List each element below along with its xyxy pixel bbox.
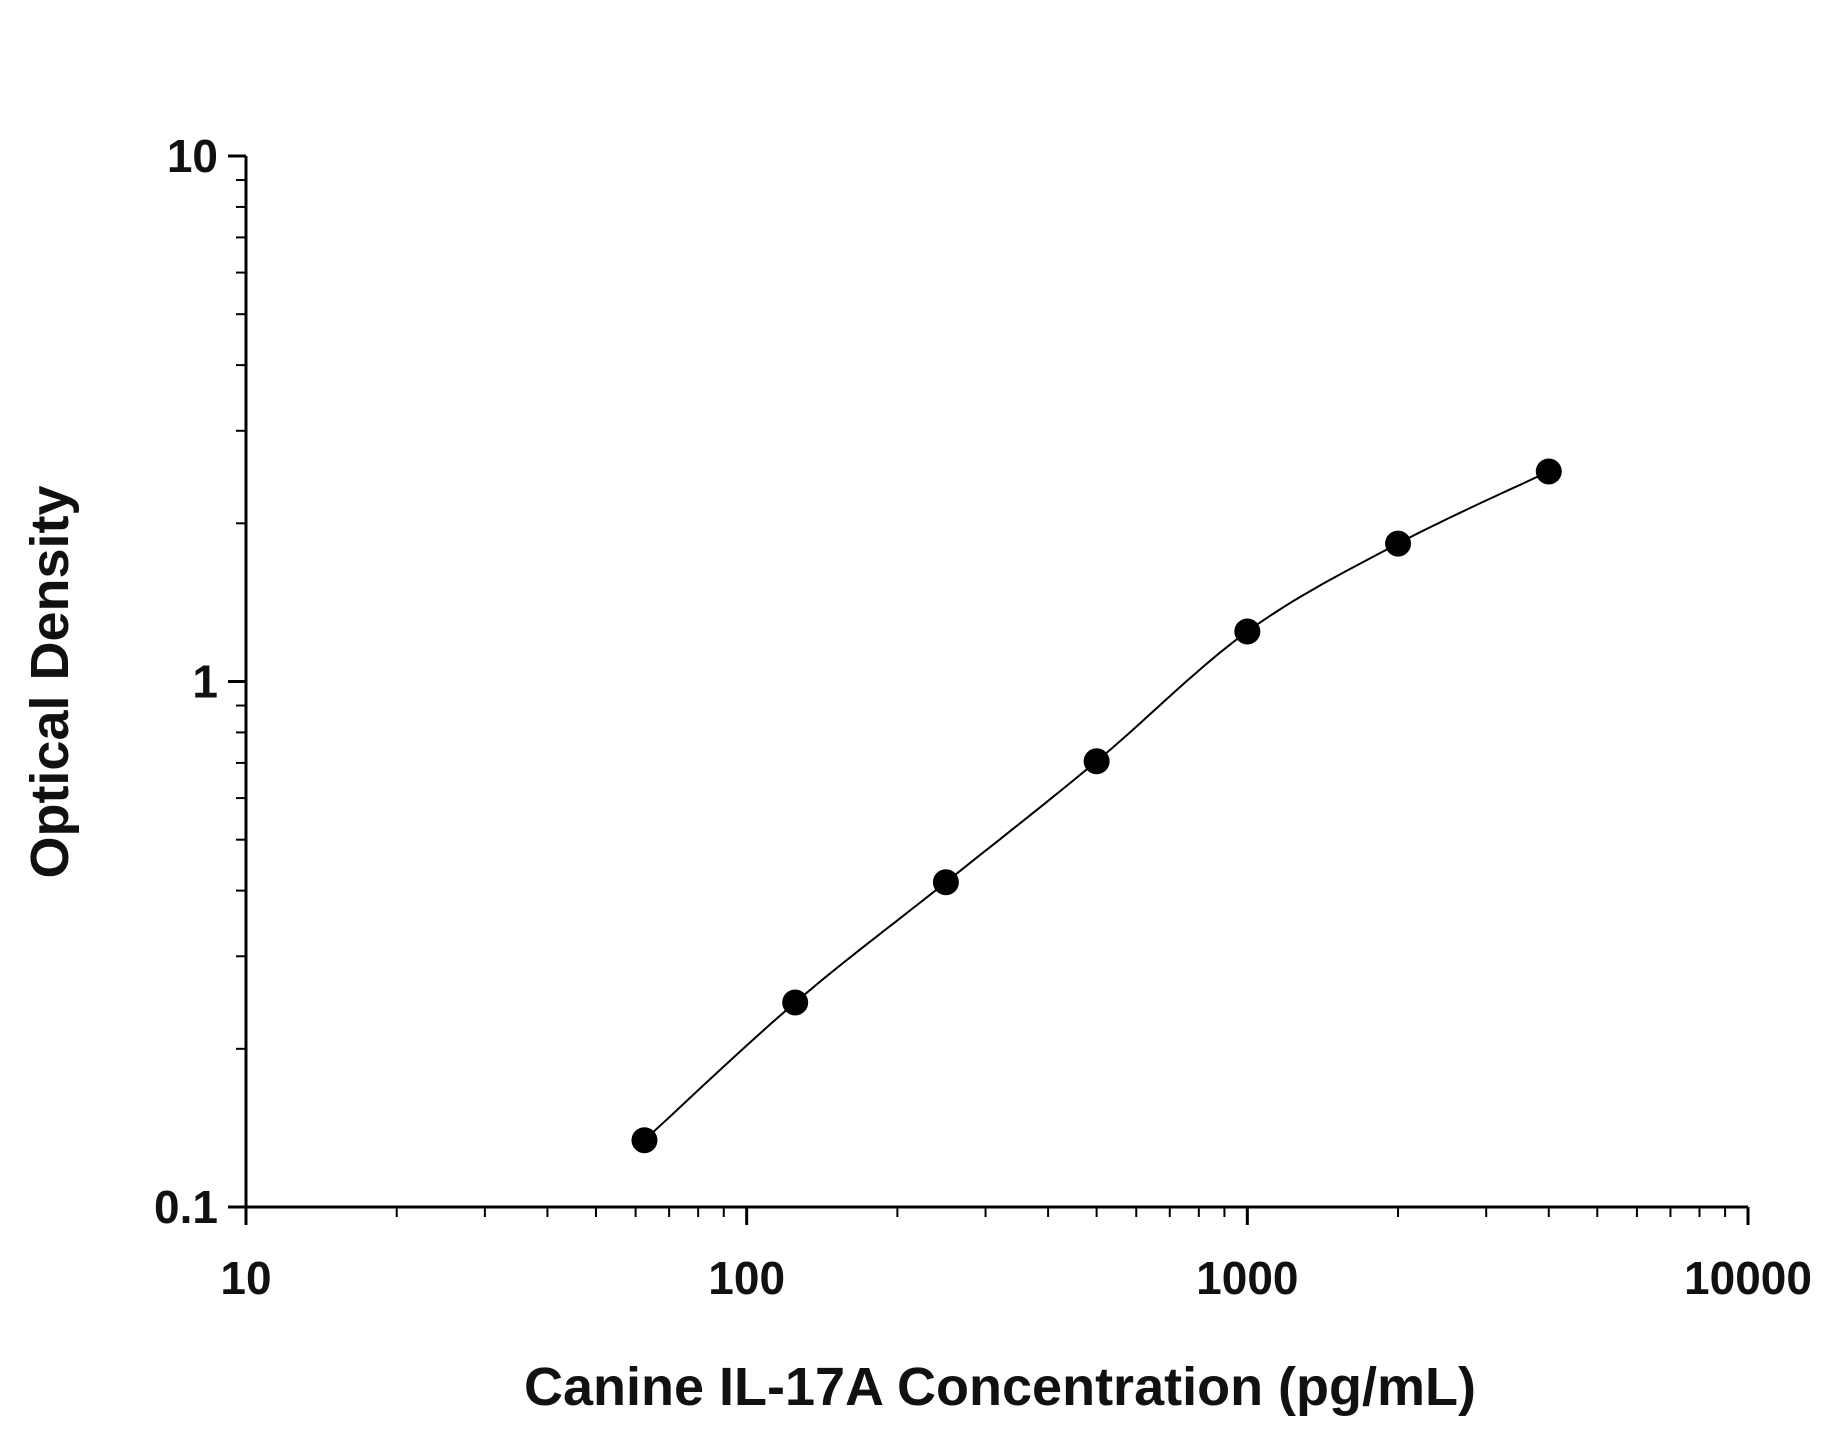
tick-labels: 10 100 1000 10000 0.1 1 10 [154,130,1812,1304]
data-point [1083,748,1110,775]
data-point [1385,530,1412,557]
x-tick-label: 100 [708,1252,785,1304]
x-axis-title: Canine IL-17A Concentration (pg/mL) [524,1357,1476,1417]
y-tick-label: 1 [192,656,218,708]
data-point [932,869,959,896]
data-point [1234,618,1261,645]
major-ticks [228,154,1750,1225]
y-tick-label: 10 [167,130,218,182]
y-tick-label: 0.1 [154,1181,218,1233]
minor-ticks [236,179,1727,1217]
fit-curve [643,470,1550,1141]
x-tick-label: 10 [220,1252,271,1304]
data-point [782,989,809,1016]
fit-curve-layer [643,470,1550,1141]
x-tick-label: 10000 [1684,1252,1812,1304]
x-tick-label: 1000 [1196,1252,1298,1304]
data-point [631,1127,658,1154]
data-points [631,458,1562,1154]
axes [244,156,1748,1209]
y-axis-title: Optical Density [20,485,80,878]
data-point [1535,458,1562,485]
